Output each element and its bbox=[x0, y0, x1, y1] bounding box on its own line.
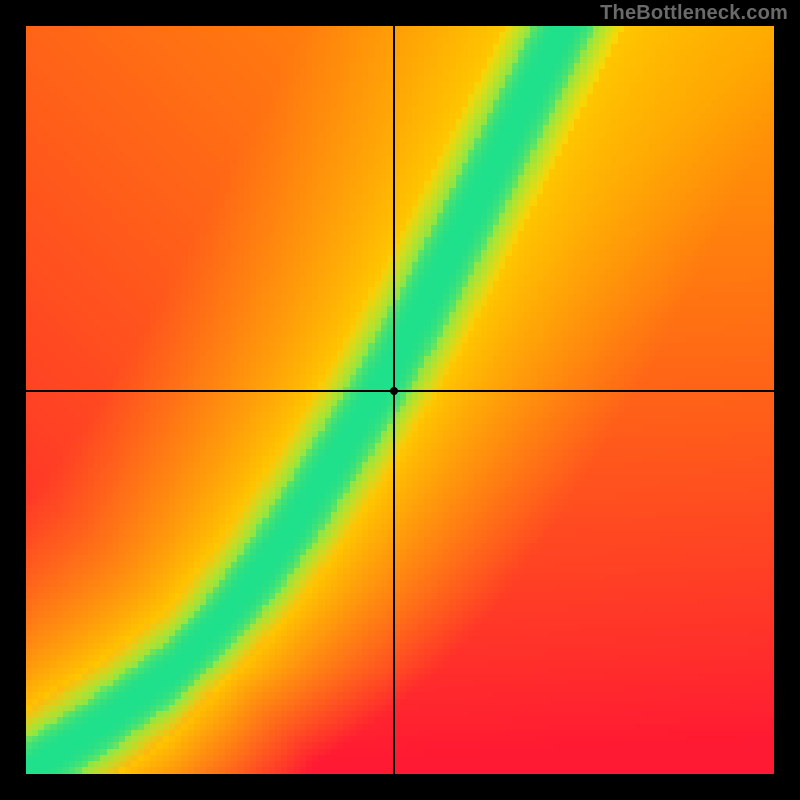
chart-container: TheBottleneck.com bbox=[0, 0, 800, 800]
crosshair-horizontal bbox=[26, 390, 774, 391]
crosshair-vertical bbox=[393, 26, 394, 774]
plot-frame bbox=[26, 26, 774, 774]
watermark-text: TheBottleneck.com bbox=[600, 2, 788, 25]
heatmap-canvas bbox=[26, 26, 774, 774]
marker-point bbox=[390, 387, 398, 395]
